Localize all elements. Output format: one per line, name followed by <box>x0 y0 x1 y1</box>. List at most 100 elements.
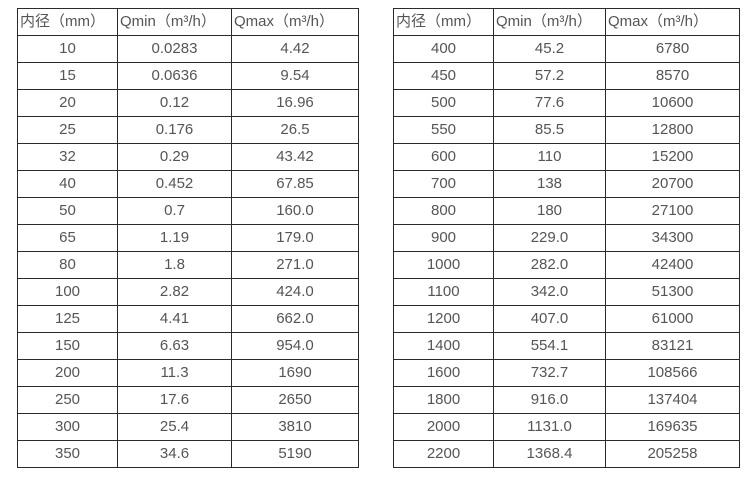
table-row: 65 1.19 179.0 <box>17 224 359 252</box>
header-cell: Qmin（m³/h） <box>493 8 606 36</box>
data-cell: 8570 <box>605 62 740 90</box>
data-cell: 80 <box>17 251 118 279</box>
data-cell: 85.5 <box>493 116 606 144</box>
data-cell: 2200 <box>393 440 494 468</box>
data-cell: 1600 <box>393 359 494 387</box>
data-cell: 77.6 <box>493 89 606 117</box>
data-cell: 0.12 <box>117 89 232 117</box>
data-cell: 42400 <box>605 251 740 279</box>
data-cell: 43.42 <box>231 143 359 171</box>
data-cell: 51300 <box>605 278 740 306</box>
data-cell: 15200 <box>605 143 740 171</box>
header-cell: 内径（mm） <box>393 8 494 36</box>
data-cell: 50 <box>17 197 118 225</box>
data-cell: 732.7 <box>493 359 606 387</box>
table-row: 400 45.2 6780 <box>393 35 740 63</box>
table-row: 1800 916.0 137404 <box>393 386 740 414</box>
data-cell: 34300 <box>605 224 740 252</box>
data-cell: 10 <box>17 35 118 63</box>
data-cell: 424.0 <box>231 278 359 306</box>
table-row: 15 0.0636 9.54 <box>17 62 359 90</box>
data-cell: 400 <box>393 35 494 63</box>
header-cell: Qmin（m³/h） <box>117 8 232 36</box>
header-cell: Qmax（m³/h） <box>605 8 740 36</box>
data-cell: 4.42 <box>231 35 359 63</box>
data-cell: 125 <box>17 305 118 333</box>
table-row: 80 1.8 271.0 <box>17 251 359 279</box>
data-cell: 0.0636 <box>117 62 232 90</box>
table-row: 500 77.6 10600 <box>393 89 740 117</box>
table-row: 1100 342.0 51300 <box>393 278 740 306</box>
table-row: 100 2.82 424.0 <box>17 278 359 306</box>
data-cell: 350 <box>17 440 118 468</box>
data-cell: 554.1 <box>493 332 606 360</box>
data-cell: 110 <box>493 143 606 171</box>
data-cell: 1400 <box>393 332 494 360</box>
table-row: 25 0.176 26.5 <box>17 116 359 144</box>
data-cell: 250 <box>17 386 118 414</box>
table-row: 550 85.5 12800 <box>393 116 740 144</box>
flow-table-right: 内径（mm） Qmin（m³/h） Qmax（m³/h） 400 45.2 6780 450… <box>393 8 740 468</box>
data-cell: 450 <box>393 62 494 90</box>
data-cell: 27100 <box>605 197 740 225</box>
data-cell: 15 <box>17 62 118 90</box>
data-cell: 200 <box>17 359 118 387</box>
data-cell: 67.85 <box>231 170 359 198</box>
data-cell: 180 <box>493 197 606 225</box>
data-cell: 954.0 <box>231 332 359 360</box>
data-cell: 600 <box>393 143 494 171</box>
data-cell: 1690 <box>231 359 359 387</box>
data-cell: 179.0 <box>231 224 359 252</box>
data-cell: 282.0 <box>493 251 606 279</box>
data-cell: 1.8 <box>117 251 232 279</box>
data-cell: 1.19 <box>117 224 232 252</box>
data-cell: 916.0 <box>493 386 606 414</box>
table-row: 300 25.4 3810 <box>17 413 359 441</box>
data-cell: 108566 <box>605 359 740 387</box>
data-cell: 34.6 <box>117 440 232 468</box>
data-cell: 2.82 <box>117 278 232 306</box>
data-cell: 500 <box>393 89 494 117</box>
data-cell: 271.0 <box>231 251 359 279</box>
data-cell: 26.5 <box>231 116 359 144</box>
table-row: 450 57.2 8570 <box>393 62 740 90</box>
table-row: 200 11.3 1690 <box>17 359 359 387</box>
data-cell: 1131.0 <box>493 413 606 441</box>
data-cell: 0.29 <box>117 143 232 171</box>
table-row: 1000 282.0 42400 <box>393 251 740 279</box>
table-row: 1600 732.7 108566 <box>393 359 740 387</box>
data-cell: 0.7 <box>117 197 232 225</box>
data-cell: 5190 <box>231 440 359 468</box>
table-row: 900 229.0 34300 <box>393 224 740 252</box>
table-row: 2000 1131.0 169635 <box>393 413 740 441</box>
data-cell: 0.452 <box>117 170 232 198</box>
data-cell: 6.63 <box>117 332 232 360</box>
table-row: 350 34.6 5190 <box>17 440 359 468</box>
data-cell: 300 <box>17 413 118 441</box>
data-cell: 407.0 <box>493 305 606 333</box>
data-cell: 160.0 <box>231 197 359 225</box>
data-cell: 100 <box>17 278 118 306</box>
data-cell: 137404 <box>605 386 740 414</box>
table-row: 250 17.6 2650 <box>17 386 359 414</box>
data-cell: 229.0 <box>493 224 606 252</box>
data-cell: 12800 <box>605 116 740 144</box>
data-cell: 45.2 <box>493 35 606 63</box>
data-cell: 25.4 <box>117 413 232 441</box>
data-cell: 0.0283 <box>117 35 232 63</box>
data-cell: 1200 <box>393 305 494 333</box>
table-row: 125 4.41 662.0 <box>17 305 359 333</box>
data-cell: 10600 <box>605 89 740 117</box>
table-row: 32 0.29 43.42 <box>17 143 359 171</box>
table-row: 150 6.63 954.0 <box>17 332 359 360</box>
header-cell: 内径（mm） <box>17 8 118 36</box>
table-row: 2200 1368.4 205258 <box>393 440 740 468</box>
data-cell: 20 <box>17 89 118 117</box>
table-row: 50 0.7 160.0 <box>17 197 359 225</box>
data-cell: 4.41 <box>117 305 232 333</box>
table-row: 700 138 20700 <box>393 170 740 198</box>
data-cell: 550 <box>393 116 494 144</box>
data-cell: 61000 <box>605 305 740 333</box>
data-cell: 138 <box>493 170 606 198</box>
